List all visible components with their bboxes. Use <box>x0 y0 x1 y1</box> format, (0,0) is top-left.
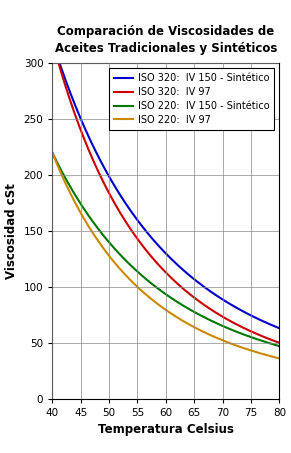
ISO 320:  IV 97: (59.2, 117): IV 97: (59.2, 117) <box>160 265 163 271</box>
ISO 320:  IV 97: (80, 50): IV 97: (80, 50) <box>278 340 281 346</box>
ISO 220:  IV 97: (63.8, 67.2): IV 97: (63.8, 67.2) <box>186 321 189 326</box>
ISO 220:  IV 150 - Sintético: (80, 47): IV 150 - Sintético: (80, 47) <box>278 343 281 349</box>
ISO 220:  IV 150 - Sintético: (61.6, 87.8): IV 150 - Sintético: (61.6, 87.8) <box>173 298 177 304</box>
ISO 320:  IV 150 - Sintético: (80, 63): IV 150 - Sintético: (80, 63) <box>278 326 281 331</box>
Line: ISO 220:  IV 97: ISO 220: IV 97 <box>52 153 279 358</box>
ISO 220:  IV 150 - Sintético: (72.8, 59.2): IV 150 - Sintético: (72.8, 59.2) <box>237 330 240 335</box>
X-axis label: Temperatura Celsius: Temperatura Celsius <box>98 423 234 436</box>
Line: ISO 220:  IV 150 - Sintético: ISO 220: IV 150 - Sintético <box>52 153 279 346</box>
ISO 320:  IV 150 - Sintético: (59, 135): IV 150 - Sintético: (59, 135) <box>158 245 162 250</box>
ISO 220:  IV 97: (72.8, 46.8): IV 97: (72.8, 46.8) <box>237 343 240 349</box>
Y-axis label: Viscosidad cSt: Viscosidad cSt <box>5 183 18 279</box>
ISO 320:  IV 97: (61.6, 105): IV 97: (61.6, 105) <box>173 279 177 284</box>
ISO 320:  IV 97: (79, 51.8): IV 97: (79, 51.8) <box>272 338 276 343</box>
ISO 320:  IV 150 - Sintético: (63.8, 112): IV 150 - Sintético: (63.8, 112) <box>186 271 189 276</box>
ISO 220:  IV 150 - Sintético: (63.8, 81): IV 150 - Sintético: (63.8, 81) <box>186 305 189 311</box>
Line: ISO 320:  IV 150 - Sintético: ISO 320: IV 150 - Sintético <box>52 41 279 328</box>
ISO 220:  IV 97: (61.6, 73.8): IV 97: (61.6, 73.8) <box>173 313 177 319</box>
ISO 220:  IV 150 - Sintético: (40, 220): IV 150 - Sintético: (40, 220) <box>51 150 54 155</box>
Legend: ISO 320:  IV 150 - Sintético, ISO 320:  IV 97, ISO 220:  IV 150 - Sintético, ISO: ISO 320: IV 150 - Sintético, ISO 320: IV… <box>109 68 274 130</box>
ISO 320:  IV 150 - Sintético: (72.8, 80.4): IV 150 - Sintético: (72.8, 80.4) <box>237 306 240 312</box>
ISO 320:  IV 97: (72.8, 65.6): IV 97: (72.8, 65.6) <box>237 323 240 328</box>
ISO 220:  IV 150 - Sintético: (59, 97.1): IV 150 - Sintético: (59, 97.1) <box>158 288 162 293</box>
ISO 320:  IV 97: (59, 118): IV 97: (59, 118) <box>158 264 162 269</box>
ISO 220:  IV 97: (79, 37.2): IV 97: (79, 37.2) <box>272 354 276 360</box>
ISO 320:  IV 97: (63.8, 95.2): IV 97: (63.8, 95.2) <box>186 289 189 295</box>
Line: ISO 320:  IV 97: ISO 320: IV 97 <box>52 41 279 343</box>
ISO 320:  IV 97: (40, 320): IV 97: (40, 320) <box>51 39 54 44</box>
ISO 320:  IV 150 - Sintético: (61.6, 122): IV 150 - Sintético: (61.6, 122) <box>173 260 177 265</box>
ISO 220:  IV 97: (59, 83): IV 97: (59, 83) <box>158 303 162 308</box>
ISO 220:  IV 97: (40, 220): IV 97: (40, 220) <box>51 150 54 155</box>
ISO 220:  IV 97: (59.2, 82.1): IV 97: (59.2, 82.1) <box>160 304 163 309</box>
ISO 220:  IV 150 - Sintético: (79, 48.4): IV 150 - Sintético: (79, 48.4) <box>272 342 276 347</box>
ISO 220:  IV 97: (80, 36): IV 97: (80, 36) <box>278 356 281 361</box>
ISO 320:  IV 150 - Sintético: (59.2, 134): IV 150 - Sintético: (59.2, 134) <box>160 246 163 252</box>
ISO 220:  IV 150 - Sintético: (59.2, 96.2): IV 150 - Sintético: (59.2, 96.2) <box>160 289 163 294</box>
Title: Comparación de Viscosidades de
Aceites Tradicionales y Sintéticos: Comparación de Viscosidades de Aceites T… <box>55 25 277 55</box>
ISO 320:  IV 150 - Sintético: (40, 320): IV 150 - Sintético: (40, 320) <box>51 39 54 44</box>
ISO 320:  IV 150 - Sintético: (79, 65): IV 150 - Sintético: (79, 65) <box>272 323 276 329</box>
